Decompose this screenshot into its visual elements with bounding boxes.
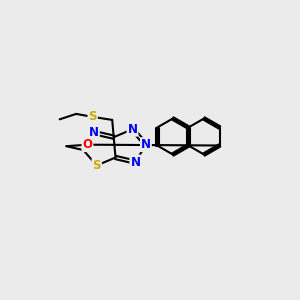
- Text: S: S: [92, 159, 101, 172]
- Text: N: N: [141, 138, 151, 151]
- Text: O: O: [82, 138, 92, 151]
- Text: N: N: [128, 123, 137, 136]
- Text: N: N: [89, 126, 99, 139]
- Text: N: N: [130, 156, 140, 169]
- Text: S: S: [88, 110, 97, 123]
